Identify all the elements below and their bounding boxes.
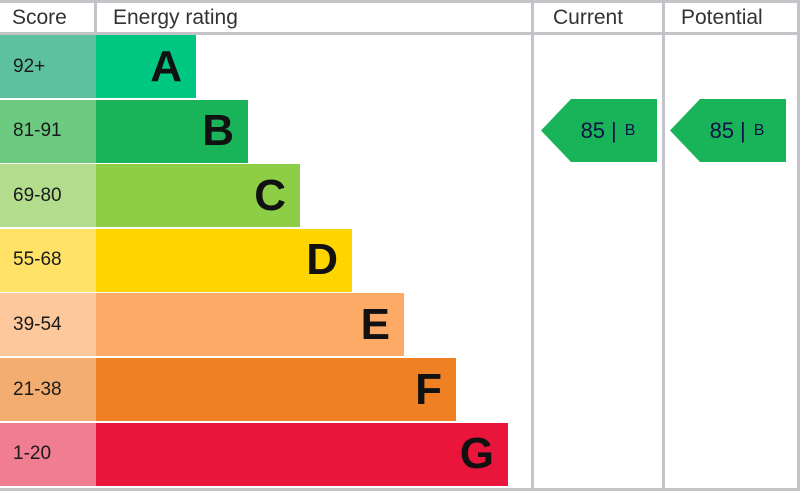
rating-bar-d: D bbox=[96, 228, 352, 292]
potential-letter: B bbox=[753, 121, 765, 139]
score-range-c: 69-80 bbox=[0, 164, 96, 228]
header-current: Current bbox=[553, 6, 624, 29]
col-divider bbox=[94, 0, 97, 34]
header-potential: Potential bbox=[681, 6, 763, 29]
top-border bbox=[0, 0, 800, 3]
score-range-f: 21-38 bbox=[0, 358, 96, 421]
col-divider bbox=[797, 0, 800, 491]
potential-score: 85 bbox=[709, 117, 735, 143]
current-score: 85 bbox=[580, 117, 606, 143]
potential-separator: | bbox=[740, 117, 746, 143]
col-divider bbox=[662, 0, 665, 491]
score-range-b: 81-91 bbox=[0, 99, 96, 163]
rating-bar-c: C bbox=[96, 164, 300, 228]
header-score: Score bbox=[12, 6, 67, 29]
rating-bar-a: A bbox=[96, 35, 196, 98]
current-letter: B bbox=[624, 121, 636, 139]
potential-rating-arrow: 85 | B bbox=[670, 99, 786, 162]
col-divider bbox=[531, 0, 534, 491]
score-range-d: 55-68 bbox=[0, 228, 96, 292]
score-range-a: 92+ bbox=[0, 35, 96, 98]
header-energy-rating: Energy rating bbox=[113, 6, 238, 29]
current-separator: | bbox=[611, 117, 617, 143]
bottom-border bbox=[0, 488, 800, 491]
header-divider bbox=[0, 32, 800, 35]
rating-bar-f: F bbox=[96, 358, 456, 421]
current-rating-arrow: 85 | B bbox=[541, 99, 657, 162]
score-range-e: 39-54 bbox=[0, 293, 96, 357]
score-range-g: 1-20 bbox=[0, 422, 96, 486]
rating-bar-g: G bbox=[96, 422, 508, 486]
rating-bar-e: E bbox=[96, 293, 404, 357]
rating-bar-b: B bbox=[96, 99, 248, 163]
